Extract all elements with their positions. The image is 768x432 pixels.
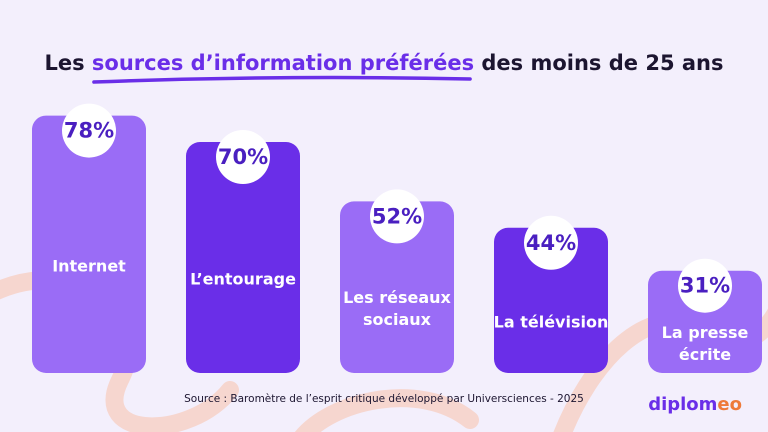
brand-logo: diplomeo: [648, 394, 742, 415]
bar: [494, 227, 608, 373]
title-suffix: des moins de 25 ans: [481, 51, 723, 75]
data-label: 52%: [372, 204, 422, 228]
category-label: La télévision: [494, 312, 609, 331]
category-label: L’entourage: [190, 270, 296, 289]
category-label: Internet: [52, 256, 126, 275]
value-badge: [678, 258, 732, 313]
data-label: 31%: [680, 274, 730, 298]
value-badge: [216, 130, 270, 184]
value-badge: [524, 215, 578, 270]
title-highlight: sources d’information préférées: [92, 51, 474, 75]
value-badge: [370, 189, 424, 244]
title-prefix: Les: [44, 51, 84, 75]
source-note: Source : Baromètre de l’esprit critique …: [184, 393, 584, 405]
data-label: 78%: [64, 119, 114, 143]
bar: [32, 115, 146, 373]
data-label: 70%: [218, 145, 268, 169]
brand-logo-main: diplom: [648, 394, 717, 415]
value-badge: [62, 103, 116, 158]
data-label: 44%: [526, 231, 576, 255]
brand-logo-accent: eo: [717, 394, 742, 415]
category-label: La presse écrite: [662, 323, 749, 364]
bar: [186, 142, 300, 373]
decorative-curve: [295, 389, 479, 432]
category-label: Les réseaux sociaux: [343, 288, 451, 329]
bar: [340, 201, 454, 373]
title-underline: [92, 75, 472, 84]
chart-title: Les sources d’information préférées des …: [44, 51, 723, 75]
bar: [648, 270, 762, 373]
bar-series: 78% Internet 70% L’entourage 52% Les réseaux s…: [32, 103, 762, 373]
